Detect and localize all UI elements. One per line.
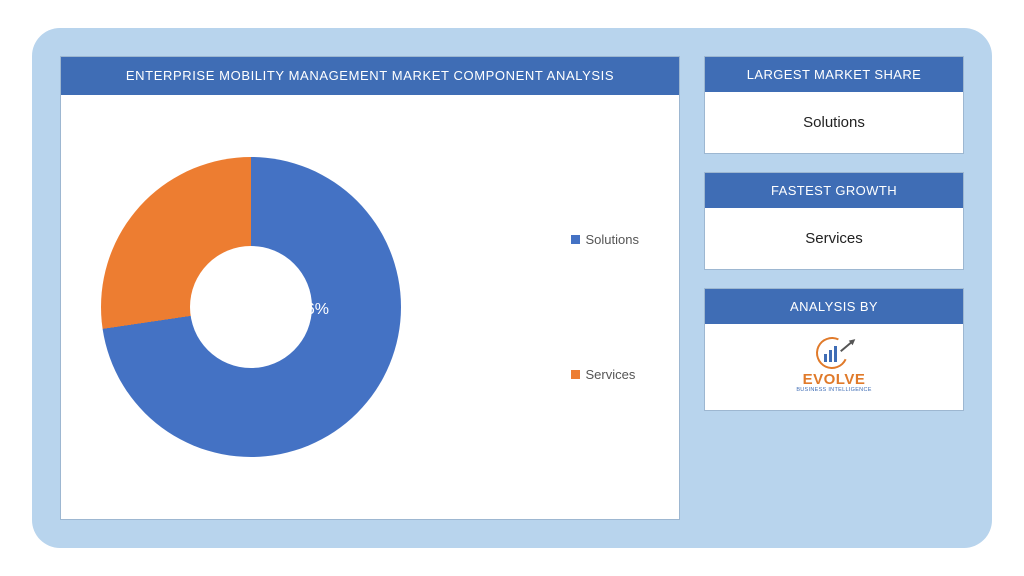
legend-item-services: Services: [571, 367, 639, 382]
evolve-logo: EVOLVE BUSINESS INTELLIGENCE: [796, 336, 871, 394]
chart-title: ENTERPRISE MOBILITY MANAGEMENT MARKET CO…: [61, 57, 679, 95]
legend-label: Solutions: [586, 232, 639, 247]
chart-body: 56% Solutions Services: [61, 95, 679, 519]
chart-panel: ENTERPRISE MOBILITY MANAGEMENT MARKET CO…: [60, 56, 680, 520]
legend-label: Services: [586, 367, 636, 382]
card-header: LARGEST MARKET SHARE: [705, 57, 963, 92]
card-header: ANALYSIS BY: [705, 289, 963, 324]
card-header: FASTEST GROWTH: [705, 173, 963, 208]
card-value: Services: [705, 208, 963, 269]
swatch-icon: [571, 370, 580, 379]
swatch-icon: [571, 235, 580, 244]
percent-label: 56%: [297, 301, 329, 319]
card-fastest-growth: FASTEST GROWTH Services: [704, 172, 964, 270]
card-analysis-by: ANALYSIS BY EVOLVE BUSINESS INTELLIGENCE: [704, 288, 964, 411]
side-panels: LARGEST MARKET SHARE Solutions FASTEST G…: [704, 56, 964, 520]
legend: Solutions Services: [571, 232, 639, 382]
card-value: Solutions: [705, 92, 963, 153]
donut-chart: 56%: [101, 157, 401, 457]
legend-item-solutions: Solutions: [571, 232, 639, 247]
card-market-share: LARGEST MARKET SHARE Solutions: [704, 56, 964, 154]
logo-subline: BUSINESS INTELLIGENCE: [796, 388, 871, 394]
logo-body: EVOLVE BUSINESS INTELLIGENCE: [705, 324, 963, 410]
logo-mark-icon: [814, 336, 854, 370]
dashboard-container: ENTERPRISE MOBILITY MANAGEMENT MARKET CO…: [32, 28, 992, 548]
logo-text: EVOLVE: [803, 372, 866, 387]
donut-hole: [190, 246, 312, 368]
